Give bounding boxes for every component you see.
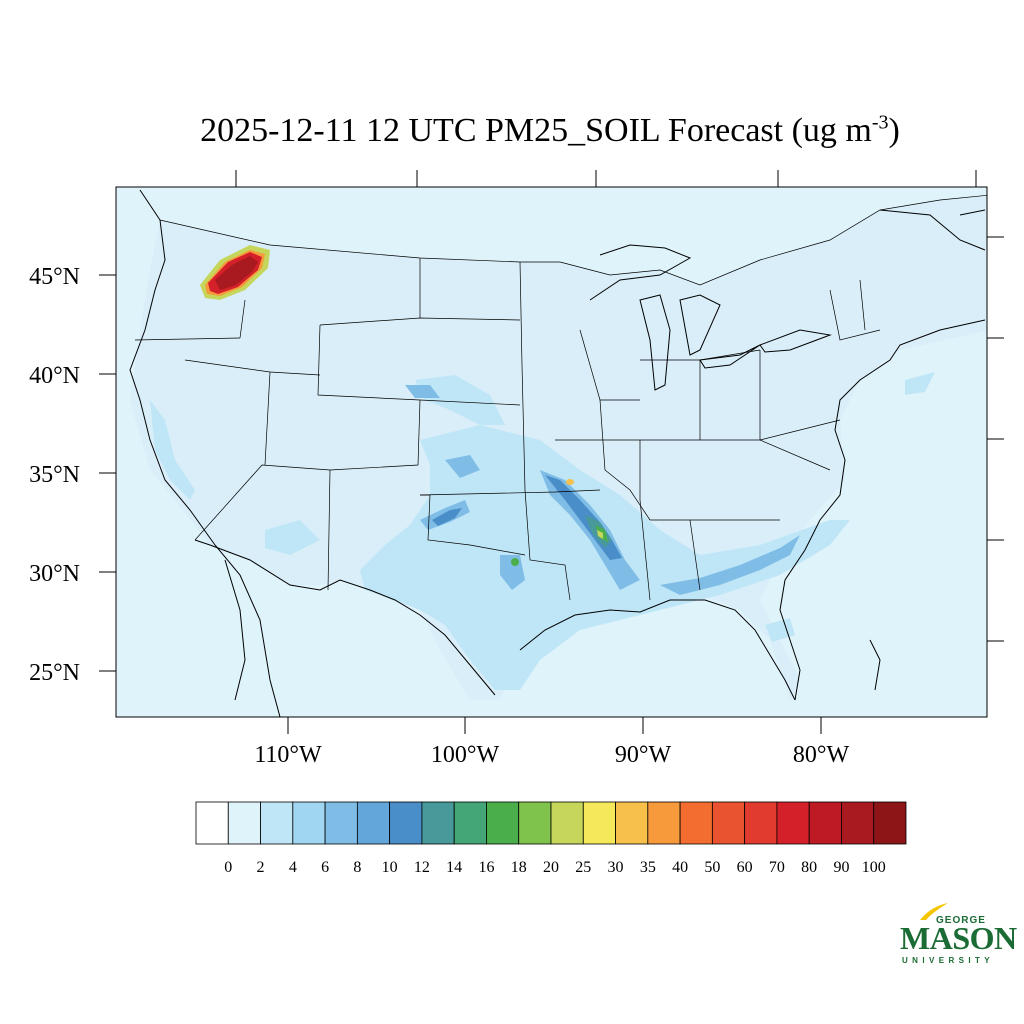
lat-label: 25°N	[29, 660, 80, 686]
colorbar-label: 4	[289, 859, 297, 876]
colorbar-swatch	[389, 801, 423, 845]
colorbar-swatch	[292, 801, 326, 845]
hotspot-northwest	[200, 245, 270, 300]
colorbar-label: 10	[382, 859, 398, 876]
colorbar-swatch	[808, 801, 842, 845]
colorbar-label: 80	[801, 859, 817, 876]
colorbar-swatch	[679, 801, 713, 845]
lat-label: 35°N	[29, 462, 80, 488]
colorbar-swatch	[356, 801, 391, 845]
colorbar-label: 18	[511, 859, 527, 876]
colorbar-label: 30	[608, 859, 624, 876]
colorbar-label: 70	[769, 859, 785, 876]
colorbar-label: 60	[737, 859, 753, 876]
colorbar-label: 6	[321, 859, 329, 876]
colorbar-swatch	[486, 801, 520, 845]
logo-swoosh-icon	[920, 903, 948, 920]
colorbar-label: 12	[414, 859, 430, 876]
colorbar-labels: 0 2 4 6 8 10 12 14 16 18 20 25 30 35 40 50 60 70 80 90 100	[224, 859, 885, 876]
colorbar-swatch	[615, 801, 649, 845]
lat-label: 40°N	[29, 363, 80, 389]
colorbar-label: 50	[704, 859, 720, 876]
left-ticks	[99, 274, 116, 672]
lon-label: 80°W	[793, 742, 850, 768]
colorbar-label: 25	[575, 859, 591, 876]
colorbar-swatch	[195, 801, 229, 845]
bottom-ticks	[287, 717, 822, 734]
colorbar-label: 16	[478, 859, 494, 876]
colorbar-swatch	[647, 801, 681, 845]
colorbar-label: 14	[446, 859, 462, 876]
colorbar-label: 100	[862, 859, 886, 876]
logo-line-university: UNIVERSITY	[902, 956, 995, 965]
map-title: 2025-12-11 12 UTC PM25_SOIL Forecast (ug…	[200, 111, 900, 149]
colorbar-swatch	[873, 801, 907, 845]
logo-line-mason: MASON	[900, 920, 1017, 956]
colorbar-label: 35	[640, 859, 656, 876]
logo-line-george: GEORGE	[936, 915, 986, 926]
political-boundaries	[134, 194, 987, 601]
colorbar-swatch	[776, 801, 810, 845]
colorbar-swatch	[744, 801, 778, 845]
coastlines	[129, 189, 986, 717]
colorbar-swatch	[453, 801, 487, 845]
colorbar-label: 40	[672, 859, 688, 876]
lon-label: 90°W	[615, 742, 672, 768]
top-ticks	[235, 170, 977, 187]
colorbar-label: 20	[543, 859, 559, 876]
right-ticks	[987, 236, 1004, 642]
colorbar-swatch	[550, 801, 584, 845]
colorbar-swatch	[324, 801, 358, 845]
latitude-labels: 45°N 40°N 35°N 30°N 25°N	[29, 264, 80, 686]
colorbar-swatch	[518, 801, 552, 845]
concentration-high	[432, 475, 622, 566]
colorbar	[195, 801, 907, 845]
colorbar-swatch	[582, 801, 616, 845]
gmu-logo: GEORGE MASON UNIVERSITY	[898, 902, 1017, 968]
colorbar-swatch	[711, 801, 746, 845]
colorbar-label: 2	[257, 859, 265, 876]
colorbar-label: 90	[833, 859, 849, 876]
lat-label: 45°N	[29, 264, 80, 290]
colorbar-label: 0	[224, 859, 232, 876]
lon-label: 110°W	[254, 742, 322, 768]
lat-label: 30°N	[29, 561, 80, 587]
colorbar-swatch	[260, 801, 294, 845]
colorbar-swatch	[421, 801, 455, 845]
lon-label: 100°W	[431, 742, 500, 768]
colorbar-swatch	[227, 801, 261, 845]
colorbar-swatch	[841, 801, 875, 845]
longitude-labels: 110°W 100°W 90°W 80°W	[254, 742, 849, 768]
map-frame	[115, 186, 988, 718]
colorbar-label: 8	[353, 859, 361, 876]
